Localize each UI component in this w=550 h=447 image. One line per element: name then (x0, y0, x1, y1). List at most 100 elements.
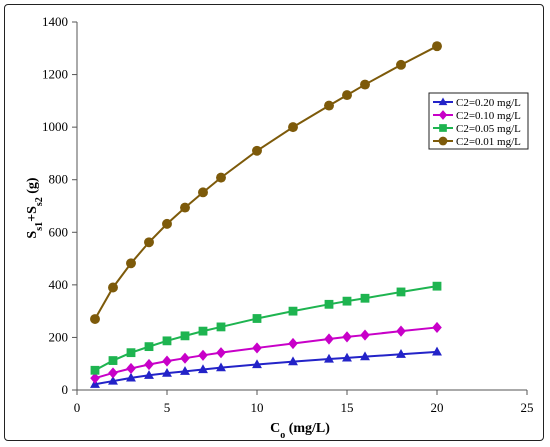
data-point (252, 145, 262, 156)
data-point (438, 136, 448, 146)
data-point (360, 293, 370, 303)
data-point (180, 352, 190, 364)
axes: 0 200 400 600 800 1000 1200 1400 0 5 10 15 20 25 (42, 14, 534, 415)
data-point (216, 362, 226, 372)
data-point (439, 124, 447, 132)
legend-item: C2=0.20 mg/L (433, 97, 521, 109)
data-point (432, 41, 442, 52)
data-point (342, 352, 352, 362)
data-point (126, 348, 136, 358)
data-point (342, 296, 352, 306)
data-point (432, 281, 442, 291)
data-point (126, 362, 136, 375)
data-point (108, 356, 118, 365)
y-tick-label: 1400 (42, 14, 68, 29)
x-tick-label: 0 (74, 400, 81, 415)
data-point (396, 325, 406, 337)
data-point (396, 349, 406, 358)
series-diamond (90, 321, 442, 384)
data-point (162, 218, 172, 229)
data-point (342, 90, 352, 101)
data-point (180, 366, 190, 375)
data-point (324, 100, 334, 111)
x-tick-label: 15 (341, 400, 354, 415)
data-point (198, 349, 208, 361)
data-point (216, 322, 226, 332)
series-square (90, 281, 442, 375)
data-point (432, 346, 442, 356)
legend-item: C2=0.10 mg/L (433, 110, 521, 122)
data-point (252, 359, 262, 369)
chart-frame (4, 4, 544, 441)
data-point (216, 347, 226, 359)
data-point (180, 331, 190, 341)
data-point (288, 356, 298, 366)
plot-area (90, 41, 442, 388)
data-point (108, 282, 118, 293)
data-point (360, 329, 370, 341)
series-triangle (90, 346, 442, 388)
data-point (216, 172, 226, 183)
y-tick-label: 800 (49, 172, 69, 187)
data-point (90, 314, 100, 324)
x-tick-label: 5 (164, 400, 171, 415)
data-point (126, 372, 136, 382)
data-point (438, 97, 448, 106)
legend-label: C2=0.05 mg/L (456, 123, 521, 135)
data-point (324, 353, 334, 363)
data-point (162, 336, 172, 346)
data-point (360, 79, 370, 90)
data-point (252, 342, 262, 354)
y-tick-label: 200 (49, 329, 69, 344)
data-point (198, 364, 208, 374)
y-axis-label: Ss1+Ss2 (g) (25, 177, 45, 239)
data-point (90, 365, 100, 375)
data-point (144, 358, 154, 371)
data-point (396, 287, 406, 297)
data-point (198, 326, 208, 336)
data-point (288, 306, 298, 316)
data-point (252, 314, 262, 323)
data-point (144, 370, 154, 379)
data-point (288, 122, 298, 133)
data-point (162, 367, 172, 377)
x-tick-label: 25 (521, 400, 534, 415)
data-point (288, 337, 298, 350)
series-line (94, 45, 438, 320)
legend: C2=0.20 mg/LC2=0.10 mg/LC2=0.05 mg/LC2=0… (428, 92, 529, 150)
data-point (360, 351, 370, 361)
legend-label: C2=0.10 mg/L (456, 110, 521, 122)
data-point (144, 237, 154, 248)
series-circle (90, 41, 442, 324)
data-point (108, 375, 118, 385)
x-axis-label: Co (mg/L) (270, 421, 330, 441)
legend-item: C2=0.01 mg/L (433, 136, 521, 148)
y-tick-label: 400 (49, 277, 69, 292)
legend-label: C2=0.01 mg/L (456, 136, 521, 148)
y-tick-label: 1000 (42, 119, 68, 134)
series-line (94, 285, 438, 372)
data-point (126, 258, 136, 269)
data-point (324, 333, 334, 345)
data-point (90, 372, 100, 384)
x-tick-label: 20 (431, 400, 444, 415)
data-point (396, 59, 406, 70)
data-point (432, 321, 442, 334)
series-line (94, 350, 438, 386)
x-tick-label: 10 (251, 400, 264, 415)
y-tick-label: 0 (62, 382, 69, 397)
data-point (162, 355, 172, 367)
legend-item: C2=0.05 mg/L (433, 123, 521, 135)
data-point (108, 367, 118, 379)
y-tick-label: 1200 (42, 67, 68, 82)
data-point (324, 299, 334, 309)
data-point (342, 331, 352, 343)
data-point (144, 342, 154, 352)
data-point (180, 202, 190, 213)
data-point (438, 110, 448, 120)
series-line (94, 326, 438, 380)
y-tick-label: 600 (49, 224, 69, 239)
data-point (198, 187, 208, 198)
legend-label: C2=0.20 mg/L (456, 97, 521, 109)
